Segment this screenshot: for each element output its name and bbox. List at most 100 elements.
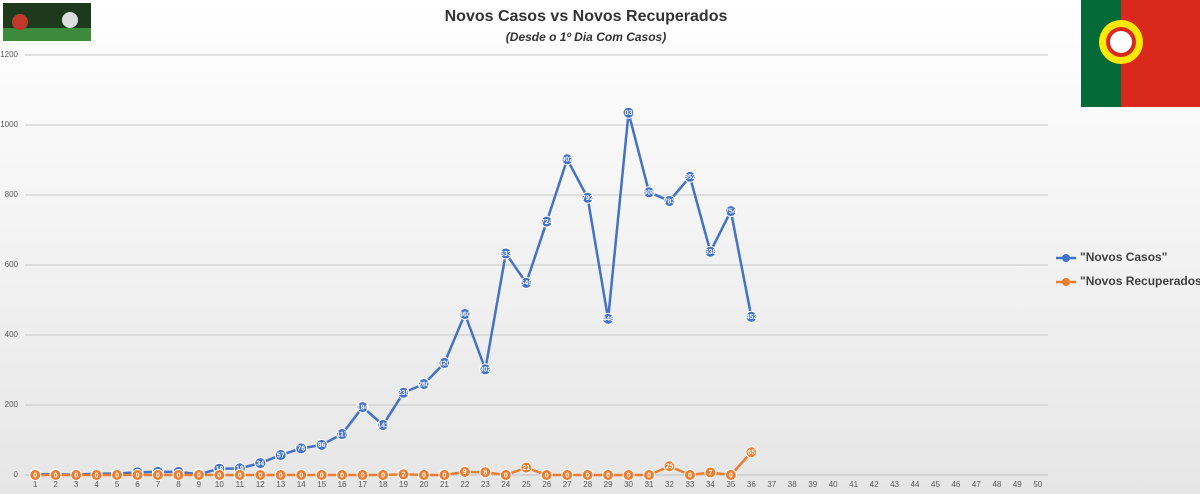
data-point — [704, 466, 717, 479]
data-label: 0 — [176, 472, 180, 479]
x-tick-label: 30 — [624, 480, 633, 489]
data-point — [274, 449, 287, 462]
x-tick-label: 9 — [197, 480, 202, 489]
data-label: 25 — [666, 464, 674, 471]
data-label: 446 — [602, 316, 614, 323]
data-point — [724, 469, 737, 481]
data-point — [561, 153, 574, 166]
data-point — [295, 442, 308, 455]
data-label: 194 — [357, 404, 369, 411]
data-point — [724, 205, 737, 218]
data-label: 783 — [664, 198, 676, 205]
y-tick-label: 200 — [5, 400, 19, 409]
x-tick-label: 31 — [645, 480, 654, 489]
data-point — [397, 468, 410, 481]
x-tick-label: 23 — [481, 480, 490, 489]
x-tick-label: 24 — [501, 480, 510, 489]
data-label: 0 — [361, 472, 365, 479]
y-tick-label: 400 — [5, 330, 19, 339]
x-tick-label: 45 — [931, 480, 940, 489]
data-point — [683, 469, 696, 481]
data-point — [397, 386, 410, 399]
data-point — [70, 469, 83, 481]
data-label: 34 — [256, 460, 264, 467]
data-point — [643, 469, 656, 481]
x-tick-label: 32 — [665, 480, 674, 489]
data-point — [581, 469, 594, 481]
data-label: 0 — [115, 472, 119, 479]
data-label: 0 — [258, 472, 262, 479]
data-label: 0 — [217, 472, 221, 479]
x-tick-label: 48 — [992, 480, 1001, 489]
data-point — [602, 312, 615, 325]
data-label: 0 — [320, 472, 324, 479]
data-label: 808 — [643, 190, 655, 197]
data-point — [602, 469, 615, 481]
x-tick-label: 1 — [33, 480, 38, 489]
data-point — [438, 469, 451, 481]
data-label: 0 — [156, 472, 160, 479]
data-point — [254, 457, 267, 470]
data-point — [643, 186, 656, 199]
data-point — [377, 418, 390, 431]
data-point — [663, 460, 676, 473]
data-point — [622, 106, 635, 119]
data-label: 320 — [439, 360, 451, 367]
data-label: 21 — [522, 465, 530, 472]
data-label: 0 — [74, 472, 78, 479]
x-tick-label: 38 — [788, 480, 797, 489]
data-label: 0 — [545, 472, 549, 479]
data-label: 260 — [418, 381, 430, 388]
data-label: 754 — [725, 208, 737, 215]
data-point — [356, 401, 369, 414]
x-tick-label: 37 — [767, 480, 776, 489]
data-point — [622, 469, 635, 481]
data-point — [274, 469, 287, 481]
data-point — [745, 310, 758, 323]
chart-title: Novos Casos vs Novos Recuperados — [445, 8, 728, 25]
data-point — [663, 194, 676, 207]
chart-subtitle: (Desde o 1º Dia Com Casos) — [506, 30, 666, 44]
x-tick-label: 36 — [747, 480, 756, 489]
data-point — [479, 466, 492, 479]
x-tick-label: 33 — [685, 480, 694, 489]
data-label: 0 — [381, 472, 385, 479]
x-tick-label: 22 — [460, 480, 469, 489]
x-tick-label: 28 — [583, 480, 592, 489]
x-tick-label: 21 — [440, 480, 449, 489]
x-tick-label: 17 — [358, 480, 367, 489]
data-point — [417, 378, 430, 390]
data-label: 65 — [747, 450, 755, 457]
y-tick-label: 0 — [14, 470, 19, 479]
data-label: 0 — [422, 472, 426, 479]
data-label: 86 — [318, 442, 326, 449]
data-point — [479, 363, 492, 376]
data-label: 452 — [745, 314, 757, 321]
x-tick-label: 20 — [420, 480, 429, 489]
data-point — [254, 469, 267, 481]
x-tick-label: 29 — [604, 480, 613, 489]
data-label: 0 — [33, 472, 37, 479]
x-tick-label: 14 — [297, 480, 306, 489]
data-label: 76 — [297, 446, 305, 453]
data-label: 57 — [277, 452, 285, 459]
data-label: 0 — [279, 472, 283, 479]
data-point — [336, 469, 349, 481]
data-point — [356, 469, 369, 481]
data-label: 8 — [483, 470, 487, 477]
data-label: 302 — [480, 367, 492, 374]
x-tick-label: 44 — [911, 480, 920, 489]
y-tick-label: 1200 — [0, 50, 18, 59]
data-point — [192, 469, 205, 481]
data-label: 0 — [586, 472, 590, 479]
data-point — [499, 247, 512, 260]
data-point — [151, 469, 164, 481]
x-tick-label: 46 — [951, 480, 960, 489]
x-tick-label: 4 — [94, 480, 99, 489]
x-tick-label: 8 — [176, 480, 181, 489]
x-tick-label: 3 — [74, 480, 79, 489]
data-point — [438, 357, 451, 369]
data-label: 724 — [541, 219, 553, 226]
data-label: 235 — [398, 390, 410, 397]
x-tick-label: 42 — [870, 480, 879, 489]
